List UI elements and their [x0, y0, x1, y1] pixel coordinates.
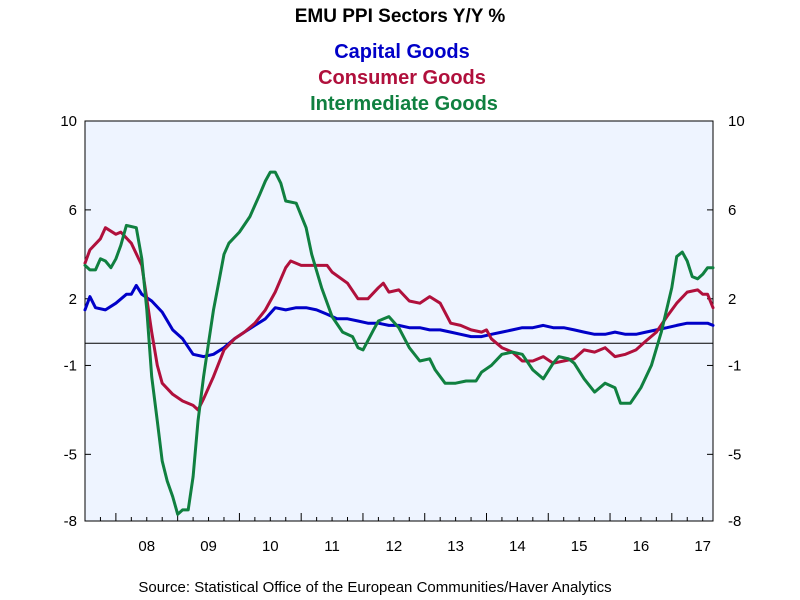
y-tick-label-right: -8 — [728, 513, 741, 530]
y-tick-label-left: -5 — [64, 446, 77, 463]
x-tick-label: 15 — [571, 538, 588, 555]
x-tick-label: 16 — [633, 538, 650, 555]
legend-intermediate-goods: Intermediate Goods — [310, 93, 498, 115]
y-tick-label-right: -5 — [728, 446, 741, 463]
x-tick-label: 11 — [324, 538, 340, 555]
legend-consumer-goods: Consumer Goods — [318, 67, 486, 89]
y-tick-label-left: 2 — [69, 291, 77, 308]
y-axis-left: 10 6 2 -1 -5 -8 — [60, 113, 91, 530]
x-tick-label: 14 — [509, 538, 526, 555]
source-note: Source: Statistical Office of the Europe… — [138, 579, 611, 596]
y-axis-right: 10 6 2 -1 -5 -8 — [707, 113, 745, 530]
series-line-intermediate-goods — [83, 170, 715, 516]
y-tick-label-right: 10 — [728, 113, 745, 130]
x-axis: 08 09 10 11 12 13 14 15 16 17 — [84, 513, 711, 555]
y-tick-label-left: -8 — [64, 513, 77, 530]
x-tick-label: 08 — [138, 538, 155, 555]
x-tick-label: 12 — [385, 538, 402, 555]
x-tick-label: 13 — [447, 538, 464, 555]
chart-title: EMU PPI Sectors Y/Y % — [295, 6, 506, 27]
series-lines — [83, 170, 715, 516]
x-tick-label: 17 — [694, 538, 711, 555]
y-tick-label-right: 6 — [728, 202, 736, 219]
x-tick-label: 09 — [200, 538, 217, 555]
series-line-capital-goods — [83, 283, 715, 359]
legend-capital-goods: Capital Goods — [334, 41, 470, 63]
y-tick-label-left: -1 — [64, 357, 77, 374]
x-tick-label: 10 — [262, 538, 279, 555]
series-line-consumer-goods — [83, 226, 715, 412]
plot-area — [84, 120, 714, 522]
y-tick-label-left: 10 — [60, 113, 77, 130]
y-tick-label-right: 2 — [728, 291, 736, 308]
y-tick-label-right: -1 — [728, 357, 741, 374]
y-tick-label-left: 6 — [69, 202, 77, 219]
